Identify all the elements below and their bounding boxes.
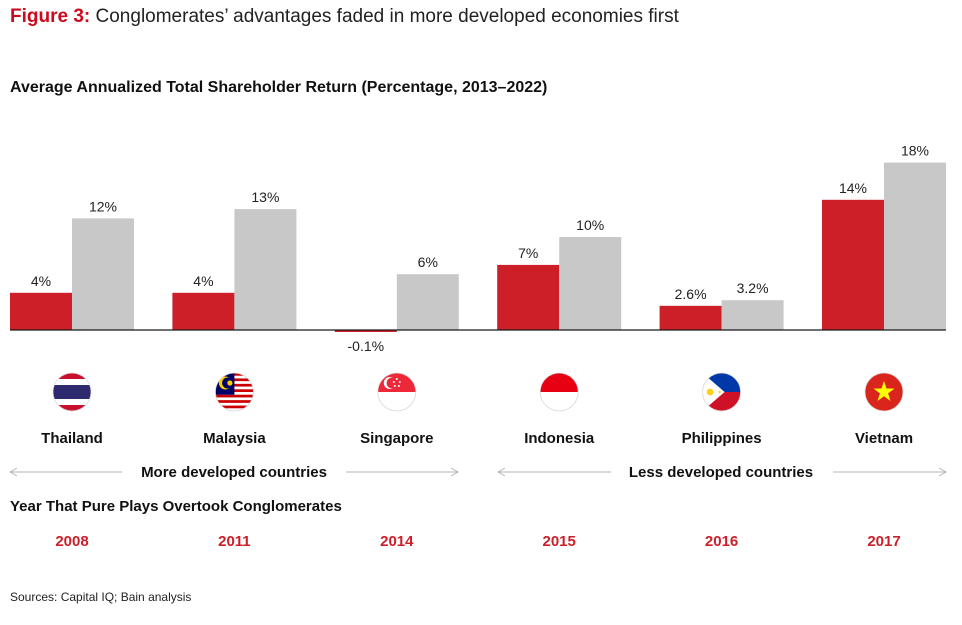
bar-vietnam-red xyxy=(822,199,884,330)
bar-value-label: 2.6% xyxy=(675,286,707,302)
singapore-flag-icon xyxy=(377,372,417,412)
bar-value-label: 6% xyxy=(418,254,438,270)
bar-singapore-gray xyxy=(396,274,459,330)
figure-title-text: Conglomerates’ advantages faded in more … xyxy=(95,6,679,27)
bar-vietnam-gray xyxy=(884,162,946,330)
overtake-year: 2017 xyxy=(867,533,901,550)
vietnam-flag-icon xyxy=(864,372,904,412)
bar-value-label: 13% xyxy=(251,189,279,205)
country-label-vietnam: Vietnam xyxy=(855,430,913,447)
bar-value-label: 4% xyxy=(31,273,51,289)
malaysia-flag-icon xyxy=(214,372,254,412)
bar-thailand-gray xyxy=(72,218,134,330)
bar-value-label: -0.1% xyxy=(348,338,385,354)
overtake-year: 2015 xyxy=(542,533,576,550)
thailand-flag-icon xyxy=(52,372,92,412)
bar-value-label: 4% xyxy=(193,273,213,289)
philippines-flag-icon xyxy=(702,372,741,412)
bar-thailand-red xyxy=(10,292,72,330)
country-label-malaysia: Malaysia xyxy=(203,430,266,447)
indonesia-flag-icon xyxy=(539,372,579,412)
chart-svg: 4% 12% 4% 13% -0.1% 6% 7% 10% 2.6% 3.2% 14% 18% Thai… xyxy=(8,143,948,481)
country-label-indonesia: Indonesia xyxy=(524,430,595,447)
bar-indonesia-gray xyxy=(559,237,622,330)
overtake-year: 2008 xyxy=(55,533,89,550)
figure-label: Figure 3: xyxy=(10,6,91,27)
country-label-thailand: Thailand xyxy=(41,430,103,447)
sources-note: Sources: Capital IQ; Bain analysis xyxy=(10,590,192,604)
bar-value-label: 14% xyxy=(839,180,867,196)
more-developed-label: More developed countries xyxy=(141,464,327,481)
bar-value-label: 18% xyxy=(901,143,929,159)
figure-title: Figure 3: Conglomerates’ advantages fade… xyxy=(10,6,679,28)
bar-value-label: 10% xyxy=(576,217,604,233)
less-developed-label: Less developed countries xyxy=(629,464,813,481)
overtake-year: 2016 xyxy=(704,533,739,550)
bar-value-label: 3.2% xyxy=(737,280,769,296)
bar-philippines-gray xyxy=(721,300,784,330)
overtake-year: 2014 xyxy=(380,533,414,550)
overtake-title: Year That Pure Plays Overtook Conglomera… xyxy=(10,498,342,515)
overtake-year: 2011 xyxy=(218,533,251,550)
bar-indonesia-red xyxy=(497,264,560,330)
bar-value-label: 12% xyxy=(89,198,117,214)
bar-malaysia-red xyxy=(172,292,235,330)
bar-value-label: 7% xyxy=(518,245,538,261)
chart-title: Average Annualized Total Shareholder Ret… xyxy=(10,79,548,96)
bar-singapore-red xyxy=(334,330,397,332)
bar-philippines-red xyxy=(659,305,722,330)
country-label-philippines: Philippines xyxy=(682,430,762,447)
country-label-singapore: Singapore xyxy=(360,430,433,447)
bar-malaysia-gray xyxy=(234,209,297,330)
